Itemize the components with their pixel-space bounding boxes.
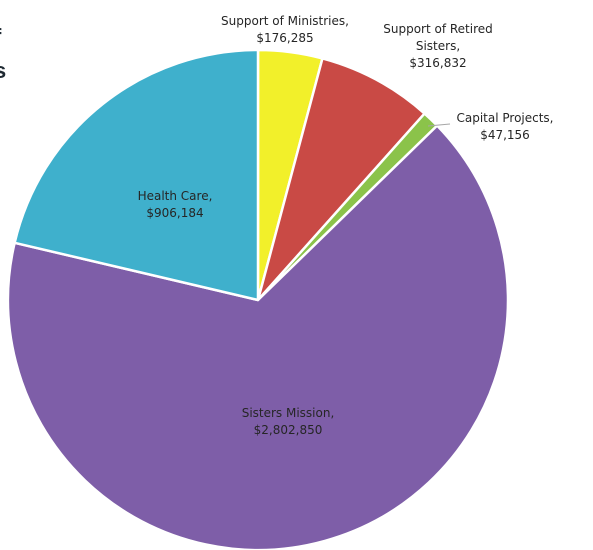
pie-slice-health-care — [13, 48, 260, 302]
heading-fragment-2: s — [0, 58, 7, 83]
clipped-heading: f s — [0, 20, 12, 100]
pie-slices — [6, 48, 510, 550]
pie-slice-support-of-retired-sisters — [256, 57, 426, 302]
heading-fragment-1: f — [0, 20, 12, 54]
data-label-support-of-retired-sisters: Support of Retired Sisters, $316,832 — [383, 22, 493, 70]
pie-slice-sisters-mission — [6, 124, 510, 550]
data-label-sisters-mission: Sisters Mission, $2,802,850 — [242, 406, 335, 437]
leader-line-capital-projects — [427, 123, 451, 127]
data-label-support-of-ministries: Support of Ministries, $176,285 — [221, 14, 349, 45]
pie-labels: Support of Ministries, $176,285 Support of… — [138, 14, 554, 437]
data-label-capital-projects: Capital Projects, $47,156 — [456, 111, 553, 142]
data-label-health-care: Health Care, $906,184 — [138, 189, 213, 220]
